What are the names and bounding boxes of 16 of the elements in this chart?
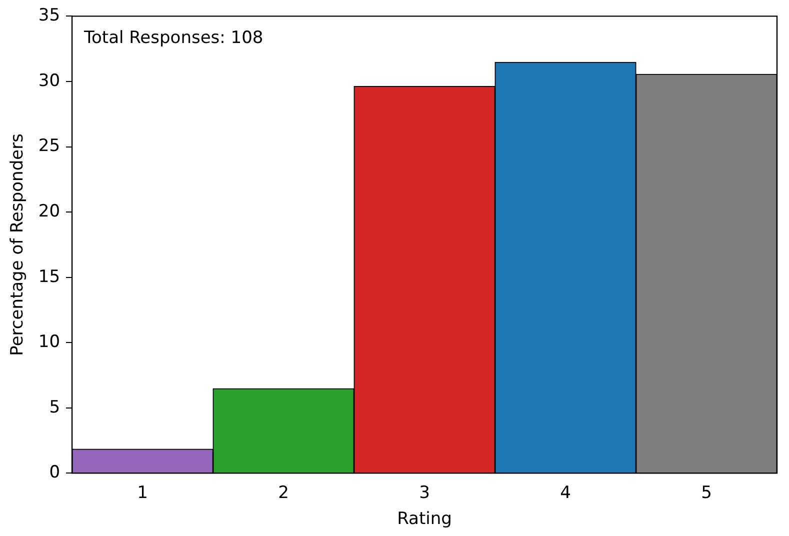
x-tick-label: 1 bbox=[137, 482, 148, 503]
y-axis-title: Percentage of Responders bbox=[8, 133, 28, 356]
y-tick-label: 10 bbox=[38, 332, 60, 352]
y-tick-label: 25 bbox=[38, 136, 60, 156]
y-tick-label: 20 bbox=[38, 201, 60, 222]
x-axis-title: Rating bbox=[397, 509, 452, 530]
y-tick-label: 15 bbox=[38, 266, 60, 287]
x-tick-label: 2 bbox=[278, 482, 289, 503]
annotation: Total Responses: 108 bbox=[83, 28, 264, 48]
y-tick-label: 0 bbox=[49, 462, 60, 483]
y-tick-label: 5 bbox=[49, 397, 60, 418]
x-tick-label: 5 bbox=[701, 482, 712, 503]
y-tick-label: 35 bbox=[38, 6, 60, 26]
x-tick-label: 4 bbox=[560, 482, 571, 503]
x-tick-label: 3 bbox=[419, 482, 430, 503]
y-tick-label: 30 bbox=[38, 70, 60, 91]
